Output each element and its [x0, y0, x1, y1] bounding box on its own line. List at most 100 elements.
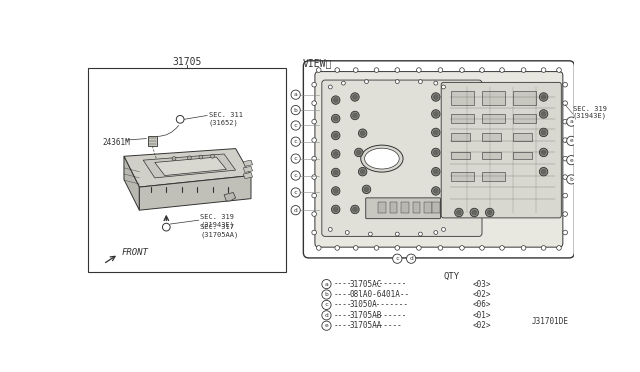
- Circle shape: [540, 128, 548, 137]
- Text: SEC. 319
(31943E): SEC. 319 (31943E): [200, 214, 234, 228]
- Circle shape: [322, 311, 331, 320]
- Text: a: a: [324, 282, 328, 286]
- Text: e: e: [570, 138, 573, 143]
- Polygon shape: [124, 156, 140, 210]
- Circle shape: [438, 246, 443, 250]
- Circle shape: [332, 114, 340, 123]
- Text: c: c: [294, 156, 298, 161]
- Circle shape: [431, 110, 440, 118]
- Circle shape: [563, 119, 568, 124]
- Circle shape: [333, 116, 338, 121]
- Text: 31705: 31705: [172, 57, 202, 67]
- Circle shape: [541, 150, 546, 155]
- Text: ----: ----: [334, 280, 353, 289]
- Circle shape: [342, 81, 346, 85]
- Circle shape: [395, 68, 399, 73]
- Circle shape: [351, 93, 359, 101]
- Circle shape: [566, 155, 576, 165]
- Text: SEC. 317
(31705AA): SEC. 317 (31705AA): [200, 224, 239, 238]
- Circle shape: [433, 150, 438, 155]
- Circle shape: [322, 321, 331, 330]
- Circle shape: [472, 210, 477, 215]
- Circle shape: [480, 68, 484, 73]
- Circle shape: [557, 246, 561, 250]
- Text: c: c: [294, 123, 298, 128]
- Bar: [451, 153, 470, 158]
- Circle shape: [460, 68, 464, 73]
- Circle shape: [521, 246, 526, 250]
- Polygon shape: [243, 173, 253, 179]
- Circle shape: [332, 131, 340, 140]
- Circle shape: [356, 150, 361, 155]
- Text: d: d: [294, 208, 298, 213]
- Circle shape: [332, 205, 340, 214]
- Polygon shape: [155, 157, 227, 176]
- Polygon shape: [143, 154, 236, 178]
- Circle shape: [333, 170, 338, 175]
- Circle shape: [396, 80, 399, 84]
- Circle shape: [395, 246, 399, 250]
- Text: ----: ----: [334, 311, 353, 320]
- Circle shape: [541, 246, 546, 250]
- Bar: [513, 153, 532, 158]
- Circle shape: [433, 189, 438, 193]
- Circle shape: [312, 119, 316, 124]
- Circle shape: [563, 212, 568, 217]
- Circle shape: [433, 112, 438, 116]
- Circle shape: [541, 169, 546, 174]
- Text: ------: ------: [374, 321, 403, 330]
- Circle shape: [333, 152, 338, 156]
- Bar: [513, 133, 532, 141]
- Circle shape: [199, 155, 203, 159]
- Bar: [451, 114, 474, 123]
- Circle shape: [362, 185, 371, 194]
- Circle shape: [391, 210, 396, 215]
- Circle shape: [365, 80, 369, 84]
- Circle shape: [312, 230, 316, 235]
- Bar: [482, 172, 505, 181]
- Circle shape: [351, 205, 359, 214]
- Bar: [390, 202, 397, 213]
- Circle shape: [332, 168, 340, 177]
- Bar: [482, 153, 501, 158]
- Circle shape: [563, 193, 568, 198]
- Circle shape: [335, 246, 340, 250]
- Circle shape: [541, 68, 546, 73]
- Circle shape: [291, 121, 300, 130]
- FancyBboxPatch shape: [365, 198, 440, 219]
- Text: --------: --------: [371, 301, 408, 310]
- Circle shape: [389, 208, 397, 217]
- Text: FRONT: FRONT: [122, 248, 148, 257]
- Circle shape: [431, 167, 440, 176]
- Circle shape: [374, 246, 379, 250]
- Circle shape: [355, 148, 363, 157]
- Circle shape: [360, 169, 365, 174]
- Text: 31050A: 31050A: [349, 301, 378, 310]
- Circle shape: [500, 68, 504, 73]
- Circle shape: [540, 148, 548, 157]
- Circle shape: [563, 175, 568, 179]
- Circle shape: [393, 254, 402, 263]
- Bar: [424, 202, 432, 213]
- Polygon shape: [243, 160, 253, 166]
- Text: <02>: <02>: [473, 321, 492, 330]
- Bar: [451, 172, 474, 181]
- Circle shape: [364, 187, 369, 192]
- Bar: [451, 133, 470, 141]
- Circle shape: [431, 187, 440, 195]
- Circle shape: [434, 81, 438, 85]
- Text: -------: -------: [374, 311, 407, 320]
- Circle shape: [291, 171, 300, 180]
- Circle shape: [557, 68, 561, 73]
- Circle shape: [328, 228, 332, 231]
- Text: QTY: QTY: [443, 272, 460, 281]
- Circle shape: [312, 138, 316, 142]
- Circle shape: [541, 95, 546, 99]
- Circle shape: [353, 95, 357, 99]
- Circle shape: [408, 208, 417, 217]
- Circle shape: [316, 68, 321, 73]
- Circle shape: [456, 210, 461, 215]
- Circle shape: [312, 175, 316, 179]
- Circle shape: [291, 90, 300, 99]
- Circle shape: [353, 207, 357, 212]
